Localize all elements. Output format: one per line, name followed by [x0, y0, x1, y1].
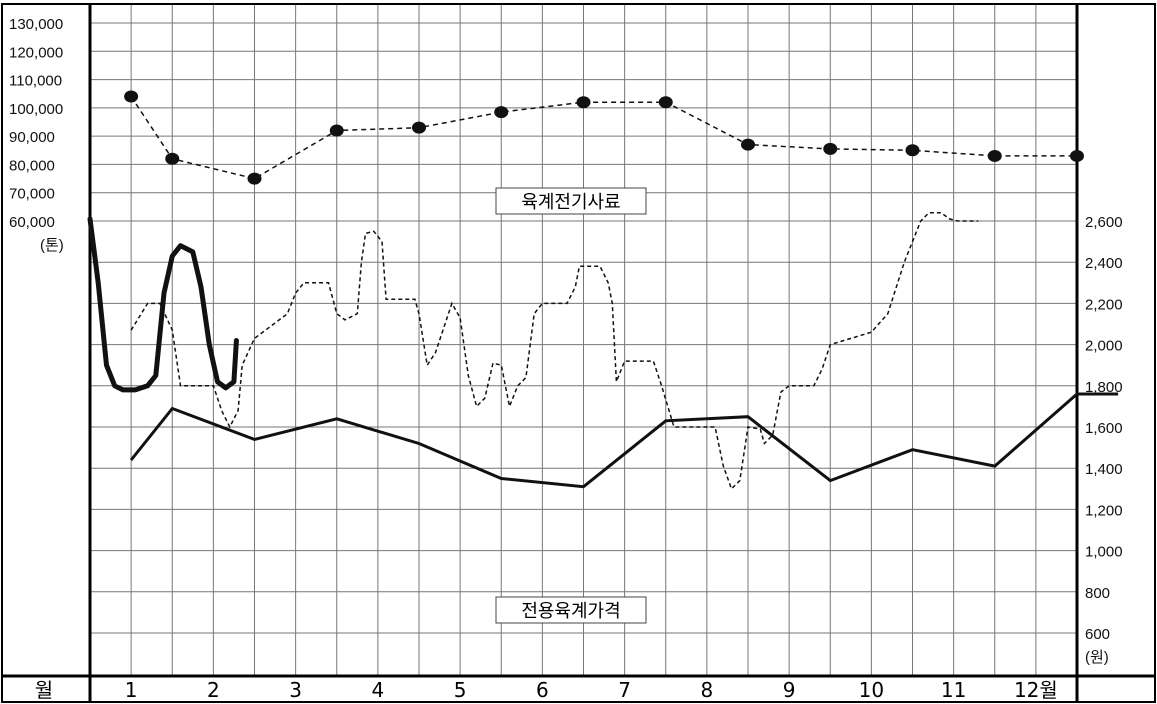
- right-tick-label: 1,200: [1085, 502, 1123, 519]
- left-axis-unit: (톤): [40, 237, 64, 254]
- data-point: [987, 149, 1002, 162]
- right-tick-label: 1,600: [1085, 420, 1123, 437]
- series-line-1: [130, 96, 1077, 180]
- right-tick-label: 2,000: [1085, 338, 1123, 355]
- right-axis: 2,600 2,400 2,200 2,000 1,800 1,600 1,400 1,200…: [1085, 214, 1123, 666]
- month-label: 1: [125, 678, 138, 702]
- data-point: [494, 106, 509, 119]
- month-label: 12월: [1014, 678, 1058, 702]
- series-label-price: 전용육계가격: [521, 601, 620, 622]
- month-label: 9: [783, 678, 796, 702]
- data-point: [247, 172, 262, 185]
- outer-border: [1, 3, 1156, 703]
- month-label: 3: [289, 678, 302, 702]
- left-tick-label: 90,000: [9, 129, 55, 146]
- left-tick-label: 130,000: [9, 16, 63, 33]
- series-label-box-price: [495, 596, 647, 624]
- month-label: 4: [372, 678, 385, 702]
- left-axis: 130,000 120,000 110,000 100,000 90,000 80,000…: [9, 16, 64, 254]
- right-tick-label: 1,400: [1085, 461, 1123, 478]
- series-layer: [87, 90, 1119, 491]
- series-line-4: [87, 216, 239, 393]
- left-tick-label: 120,000: [9, 44, 63, 61]
- left-tick-label: 70,000: [9, 186, 55, 203]
- series-line-2: [129, 392, 1119, 489]
- frame: [1, 3, 1156, 703]
- data-point: [412, 121, 426, 134]
- left-tick-label: 110,000: [9, 73, 62, 90]
- series-label-box-feed: [495, 187, 647, 215]
- month-header: 월: [35, 678, 53, 702]
- series-line-3: [130, 212, 979, 491]
- data-point: [658, 96, 673, 109]
- right-tick-label: 2,200: [1085, 296, 1123, 313]
- data-point: [1070, 149, 1084, 162]
- series-label-feed: 육계전기사료: [521, 192, 620, 213]
- right-tick-label: 800: [1085, 585, 1110, 602]
- right-tick-label: 1,800: [1085, 379, 1123, 396]
- data-point: [741, 138, 755, 151]
- month-label: 2: [207, 678, 220, 702]
- month-row: 월 1 2 3 4 5 6 7 8 9 10 11 12월: [35, 678, 1058, 702]
- data-point: [329, 124, 344, 137]
- month-label: 10: [859, 678, 884, 702]
- data-point: [576, 96, 591, 109]
- data-point: [165, 152, 180, 165]
- month-label: 7: [618, 678, 631, 702]
- month-label: 8: [701, 678, 714, 702]
- right-tick-label: 2,600: [1085, 214, 1123, 231]
- month-label: 11: [941, 678, 966, 702]
- left-tick-label: 100,000: [9, 101, 63, 118]
- left-tick-label: 60,000: [9, 214, 55, 231]
- data-point: [124, 90, 139, 103]
- right-axis-unit: (원): [1085, 649, 1109, 666]
- right-tick-label: 1,000: [1085, 544, 1123, 561]
- data-point: [905, 144, 920, 157]
- right-tick-label: 2,400: [1085, 255, 1123, 272]
- left-tick-label: 80,000: [9, 157, 55, 174]
- data-point: [823, 142, 838, 155]
- month-label: 6: [536, 678, 549, 702]
- right-tick-label: 600: [1085, 626, 1110, 643]
- month-label: 5: [454, 678, 467, 702]
